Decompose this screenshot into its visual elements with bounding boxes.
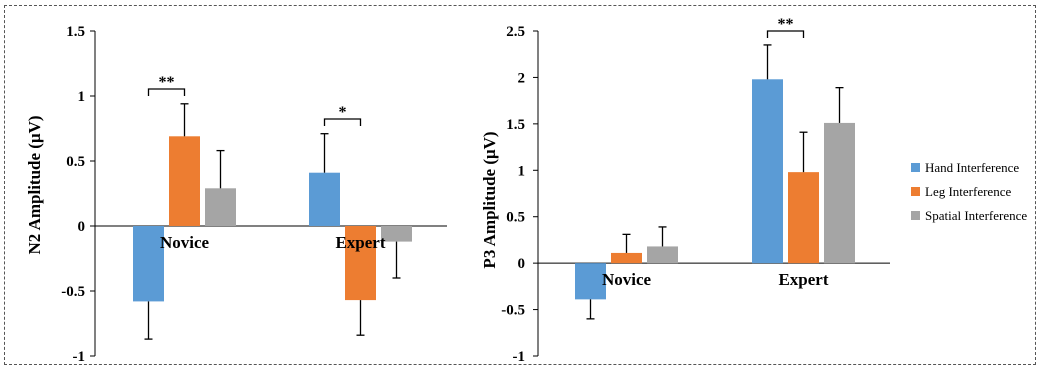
bar-novice-hand — [575, 263, 606, 300]
y-tick-label: 1.5 — [506, 117, 525, 133]
y-tick-label: 2 — [518, 70, 526, 86]
y-tick-label: 1 — [78, 89, 86, 105]
significance-bracket — [766, 30, 805, 38]
y-tick-label: 2.5 — [506, 24, 525, 40]
bar-expert-leg — [788, 172, 819, 264]
y-tick-label: 0 — [78, 219, 86, 235]
bar-novice-leg — [169, 136, 200, 226]
significance-bracket — [323, 118, 362, 126]
bar-expert-hand — [309, 172, 340, 226]
y-tick-label: -0.5 — [61, 284, 85, 300]
category-label-expert: Expert — [335, 233, 385, 252]
y-tick-label: -1 — [513, 349, 526, 365]
significance-label: ** — [159, 74, 175, 91]
significance-label: ** — [778, 16, 794, 33]
y-tick-label: -1 — [73, 349, 86, 365]
y-axis-label: P3 Amplitude (μV) — [480, 131, 499, 268]
y-tick-label: -0.5 — [501, 303, 525, 319]
y-axis-label: N2 Amplitude (μV) — [25, 115, 44, 254]
bar-expert-spatial — [381, 226, 412, 242]
bar-expert-hand — [752, 79, 783, 264]
bar-expert-leg — [345, 226, 376, 301]
category-label-novice: Novice — [160, 233, 210, 252]
y-tick-label: 0.5 — [66, 154, 85, 170]
y-tick-label: 1 — [518, 163, 526, 179]
y-tick-label: 1.5 — [66, 24, 85, 40]
bar-novice-spatial — [205, 188, 236, 226]
bar-expert-spatial — [824, 122, 855, 264]
y-tick-label: 0 — [518, 256, 526, 272]
bar-novice-leg — [611, 252, 642, 264]
category-label-expert: Expert — [778, 270, 828, 289]
figure-frame — [4, 5, 1036, 365]
significance-bracket — [147, 88, 186, 96]
significance-label: * — [339, 104, 347, 121]
y-tick-label: 0.5 — [506, 210, 525, 226]
bar-novice-spatial — [647, 246, 678, 264]
category-label-novice: Novice — [602, 270, 652, 289]
bar-novice-hand — [133, 226, 164, 302]
